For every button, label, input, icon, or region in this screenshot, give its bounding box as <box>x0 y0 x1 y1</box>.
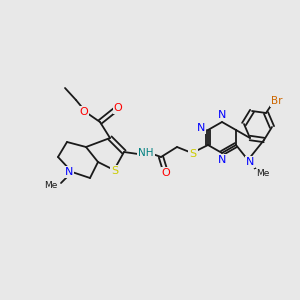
Text: Br: Br <box>271 96 283 106</box>
Text: O: O <box>162 168 170 178</box>
Text: N: N <box>65 167 73 177</box>
Text: N: N <box>218 110 226 120</box>
Text: N: N <box>246 157 254 167</box>
Text: S: S <box>189 149 197 159</box>
Text: O: O <box>80 107 88 117</box>
Text: N: N <box>218 155 226 165</box>
Text: NH: NH <box>138 148 154 158</box>
Text: O: O <box>114 103 122 113</box>
Text: Me: Me <box>44 182 58 190</box>
Text: N: N <box>197 123 205 133</box>
Text: S: S <box>111 166 118 176</box>
Text: Me: Me <box>256 169 270 178</box>
